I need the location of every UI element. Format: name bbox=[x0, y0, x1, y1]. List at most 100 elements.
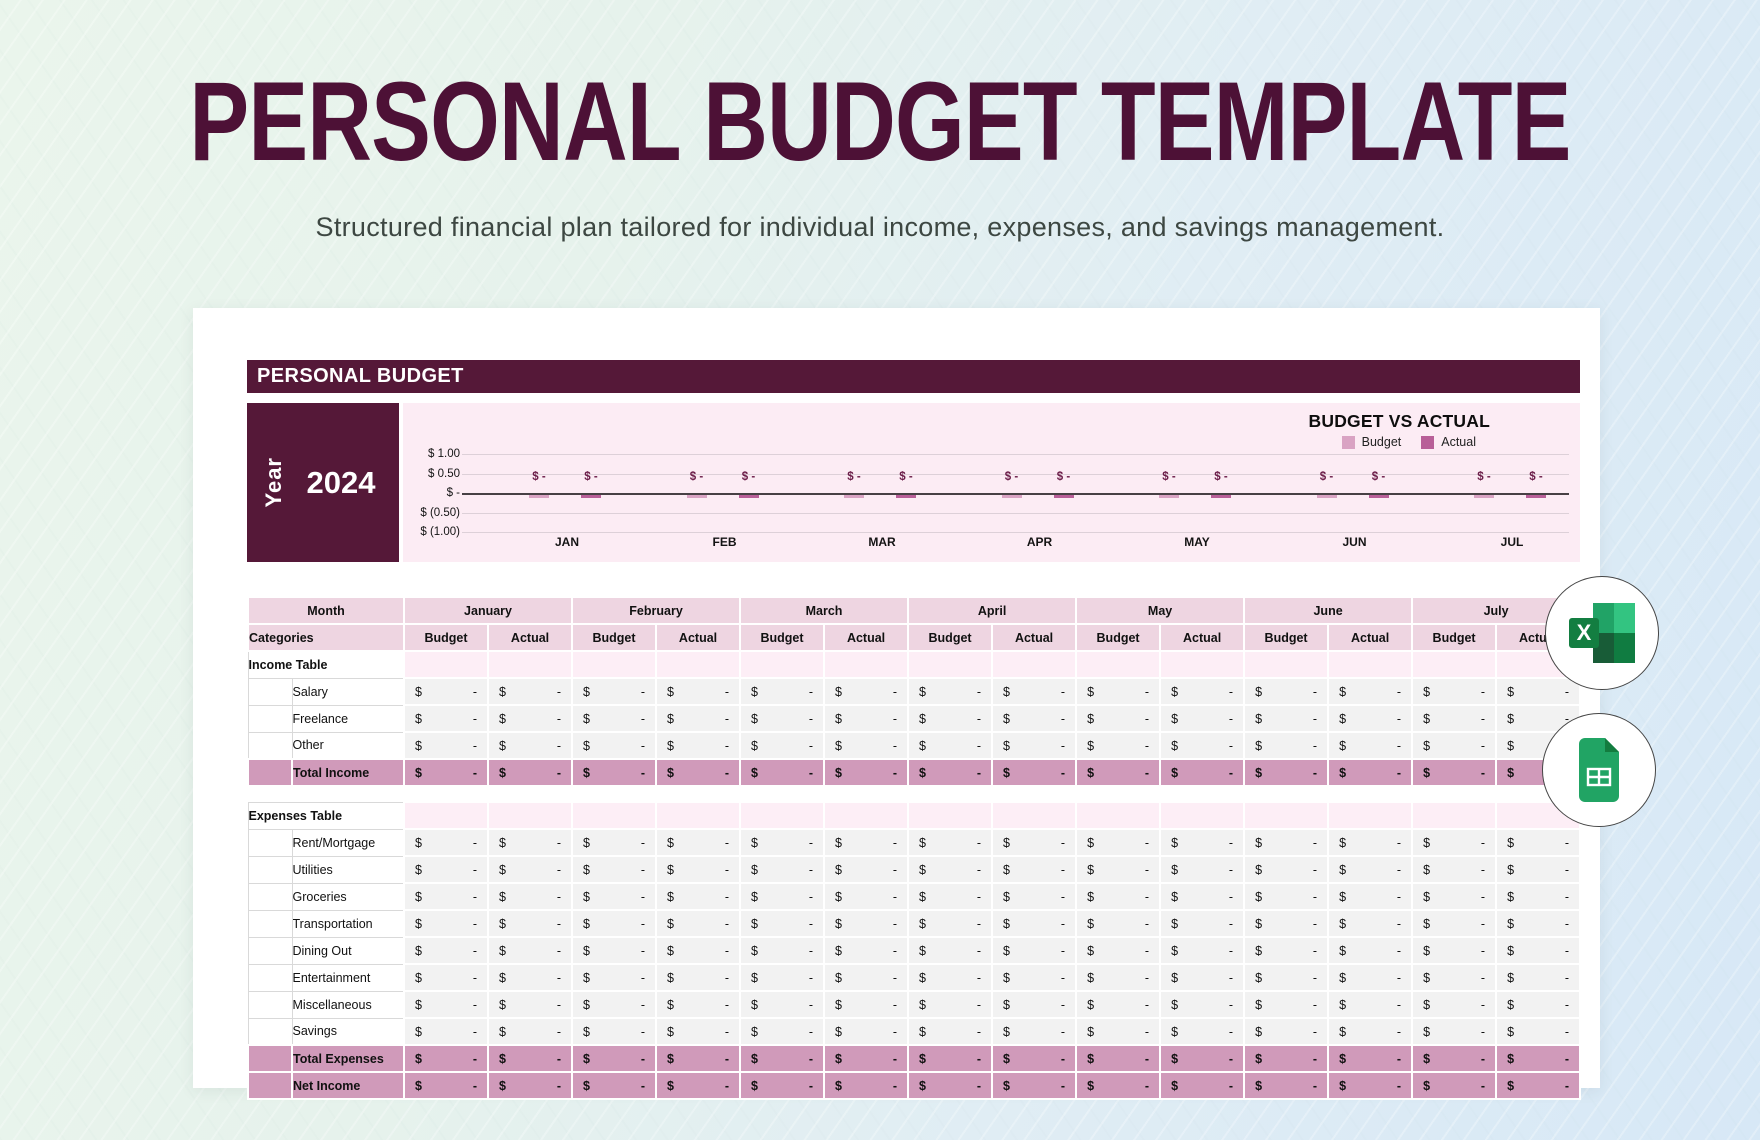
money-cell[interactable]: $- bbox=[739, 882, 826, 911]
section-empty-cell[interactable] bbox=[823, 650, 910, 679]
section-empty-cell[interactable] bbox=[487, 650, 574, 679]
money-cell[interactable]: $- bbox=[1495, 855, 1582, 884]
google-sheets-badge[interactable] bbox=[1542, 713, 1656, 827]
money-cell[interactable]: $- bbox=[1495, 963, 1582, 992]
money-cell[interactable]: $- bbox=[1243, 963, 1330, 992]
indent-cell[interactable] bbox=[247, 882, 293, 911]
money-cell[interactable]: $- bbox=[907, 936, 994, 965]
money-cell[interactable]: $- bbox=[1495, 828, 1582, 857]
section-empty-cell[interactable] bbox=[907, 801, 994, 830]
money-cell[interactable]: $- bbox=[487, 1017, 574, 1046]
category-label-cell[interactable]: Miscellaneous bbox=[291, 990, 405, 1019]
money-cell[interactable]: $- bbox=[1327, 704, 1414, 733]
money-cell[interactable]: $- bbox=[1159, 1071, 1246, 1100]
category-label-cell[interactable]: Groceries bbox=[291, 882, 405, 911]
money-cell[interactable]: $- bbox=[1327, 677, 1414, 706]
section-empty-cell[interactable] bbox=[655, 801, 742, 830]
money-cell[interactable]: $- bbox=[571, 909, 658, 938]
section-empty-cell[interactable] bbox=[403, 650, 490, 679]
money-cell[interactable]: $- bbox=[1243, 677, 1330, 706]
budget-header-cell[interactable]: Budget bbox=[571, 623, 658, 652]
money-cell[interactable]: $- bbox=[991, 855, 1078, 884]
money-cell[interactable]: $- bbox=[739, 1017, 826, 1046]
indent-cell[interactable] bbox=[247, 1044, 293, 1073]
money-cell[interactable]: $- bbox=[1075, 882, 1162, 911]
money-cell[interactable]: $- bbox=[1075, 677, 1162, 706]
money-cell[interactable]: $- bbox=[1075, 1044, 1162, 1073]
money-cell[interactable]: $- bbox=[487, 828, 574, 857]
money-cell[interactable]: $- bbox=[571, 1044, 658, 1073]
money-cell[interactable]: $- bbox=[571, 1071, 658, 1100]
money-cell[interactable]: $- bbox=[571, 704, 658, 733]
money-cell[interactable]: $- bbox=[655, 677, 742, 706]
money-cell[interactable]: $- bbox=[487, 1071, 574, 1100]
money-cell[interactable]: $- bbox=[1327, 936, 1414, 965]
money-cell[interactable]: $- bbox=[1411, 882, 1498, 911]
money-cell[interactable]: $- bbox=[571, 677, 658, 706]
total-expenses-label-cell[interactable]: Total Expenses bbox=[290, 1044, 406, 1073]
money-cell[interactable]: $- bbox=[403, 936, 490, 965]
indent-cell[interactable] bbox=[247, 1071, 293, 1100]
money-cell[interactable]: $- bbox=[571, 963, 658, 992]
money-cell[interactable]: $- bbox=[1159, 677, 1246, 706]
category-label-cell[interactable]: Freelance bbox=[291, 704, 405, 733]
money-cell[interactable]: $- bbox=[739, 731, 826, 760]
money-cell[interactable]: $- bbox=[823, 909, 910, 938]
section-empty-cell[interactable] bbox=[1327, 801, 1414, 830]
money-cell[interactable]: $- bbox=[403, 990, 490, 1019]
money-cell[interactable]: $- bbox=[1327, 828, 1414, 857]
section-empty-cell[interactable] bbox=[1411, 650, 1498, 679]
money-cell[interactable]: $- bbox=[487, 882, 574, 911]
money-cell[interactable]: $- bbox=[487, 731, 574, 760]
budget-header-cell[interactable]: Budget bbox=[1411, 623, 1498, 652]
section-empty-cell[interactable] bbox=[1327, 650, 1414, 679]
money-cell[interactable]: $- bbox=[655, 704, 742, 733]
money-cell[interactable]: $- bbox=[1159, 909, 1246, 938]
money-cell[interactable]: $- bbox=[1243, 1044, 1330, 1073]
money-cell[interactable]: $- bbox=[739, 828, 826, 857]
money-cell[interactable]: $- bbox=[1495, 909, 1582, 938]
money-cell[interactable]: $- bbox=[655, 882, 742, 911]
actual-header-cell[interactable]: Actual bbox=[1327, 623, 1414, 652]
money-cell[interactable]: $- bbox=[487, 704, 574, 733]
section-empty-cell[interactable] bbox=[823, 801, 910, 830]
money-cell[interactable]: $- bbox=[1243, 936, 1330, 965]
money-cell[interactable]: $- bbox=[655, 1017, 742, 1046]
money-cell[interactable]: $- bbox=[823, 704, 910, 733]
money-cell[interactable]: $- bbox=[739, 909, 826, 938]
section-empty-cell[interactable] bbox=[487, 801, 574, 830]
money-cell[interactable]: $- bbox=[907, 677, 994, 706]
money-cell[interactable]: $- bbox=[487, 909, 574, 938]
money-cell[interactable]: $- bbox=[1075, 1017, 1162, 1046]
money-cell[interactable]: $- bbox=[1243, 704, 1330, 733]
money-cell[interactable]: $- bbox=[1411, 704, 1498, 733]
money-cell[interactable]: $- bbox=[1495, 1044, 1582, 1073]
month-name-cell[interactable]: February bbox=[571, 596, 742, 625]
money-cell[interactable]: $- bbox=[823, 677, 910, 706]
section-empty-cell[interactable] bbox=[1075, 650, 1162, 679]
budget-header-cell[interactable]: Budget bbox=[739, 623, 826, 652]
section-empty-cell[interactable] bbox=[1159, 650, 1246, 679]
money-cell[interactable]: $- bbox=[1075, 963, 1162, 992]
category-label-cell[interactable]: Transportation bbox=[291, 909, 405, 938]
money-cell[interactable]: $- bbox=[907, 1017, 994, 1046]
money-cell[interactable]: $- bbox=[991, 963, 1078, 992]
money-cell[interactable]: $- bbox=[739, 1071, 826, 1100]
category-label-cell[interactable]: Other bbox=[291, 731, 405, 760]
money-cell[interactable]: $- bbox=[487, 855, 574, 884]
income-section-label-cell[interactable]: Income Table bbox=[247, 650, 405, 679]
month-name-cell[interactable]: June bbox=[1243, 596, 1414, 625]
money-cell[interactable]: $- bbox=[1411, 1044, 1498, 1073]
money-cell[interactable]: $- bbox=[907, 1044, 994, 1073]
indent-cell[interactable] bbox=[247, 731, 293, 760]
month-name-cell[interactable]: March bbox=[739, 596, 910, 625]
indent-cell[interactable] bbox=[247, 936, 293, 965]
money-cell[interactable]: $- bbox=[1495, 1071, 1582, 1100]
money-cell[interactable]: $- bbox=[403, 828, 490, 857]
money-cell[interactable]: $- bbox=[1075, 855, 1162, 884]
money-cell[interactable]: $- bbox=[1075, 990, 1162, 1019]
money-cell[interactable]: $- bbox=[1159, 990, 1246, 1019]
money-cell[interactable]: $- bbox=[823, 882, 910, 911]
money-cell[interactable]: $- bbox=[907, 704, 994, 733]
money-cell[interactable]: $- bbox=[1075, 828, 1162, 857]
